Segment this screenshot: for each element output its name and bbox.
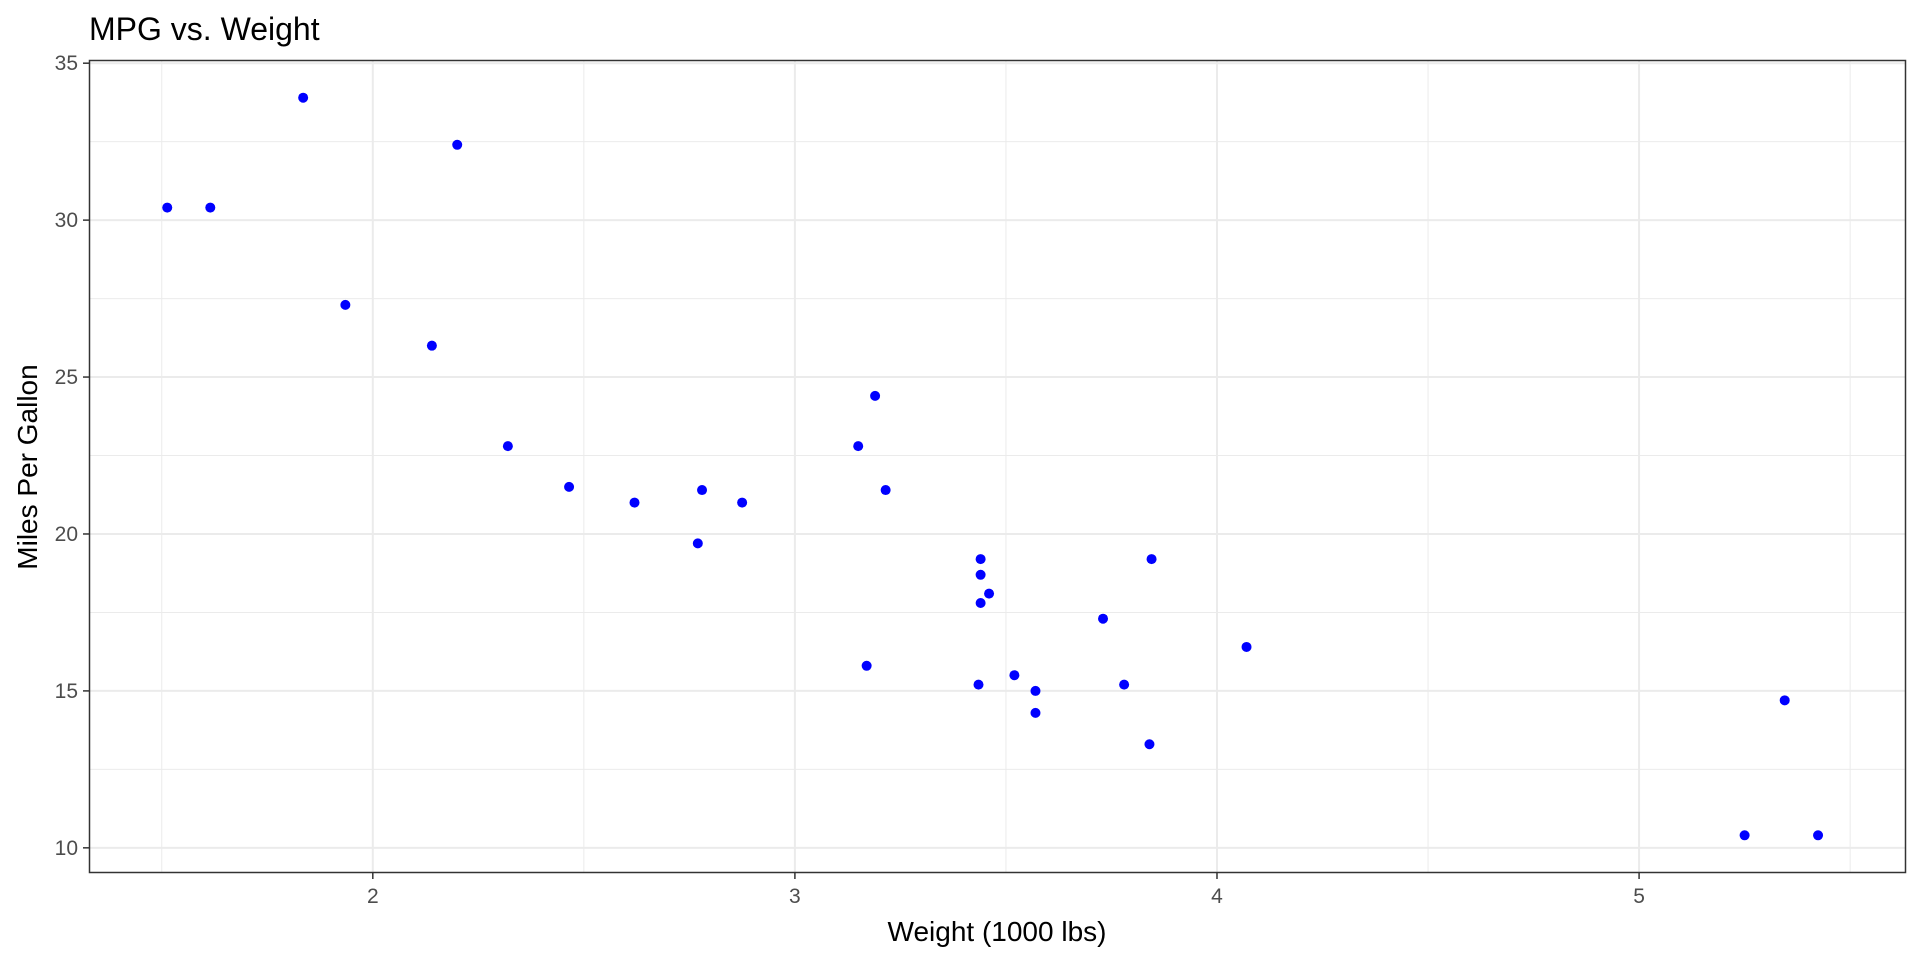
data-point [1009, 670, 1020, 681]
y-tick-label: 20 [55, 523, 78, 546]
data-point [880, 485, 891, 496]
chart-title: MPG vs. Weight [89, 11, 320, 47]
data-point [452, 139, 463, 150]
data-point [870, 390, 881, 401]
data-point [1030, 685, 1041, 696]
x-axis: 2 3 4 5 [367, 872, 1645, 908]
data-point [853, 441, 864, 452]
data-point [426, 340, 437, 351]
data-point [205, 202, 216, 213]
x-tick-label: 4 [1211, 885, 1223, 908]
data-points [162, 92, 1824, 841]
data-point [629, 497, 640, 508]
y-tick-label: 15 [55, 680, 78, 703]
data-point [1098, 613, 1109, 624]
data-point [975, 569, 986, 580]
data-point [1779, 695, 1790, 706]
data-point [1739, 830, 1750, 841]
data-point [564, 481, 575, 492]
data-point [984, 588, 995, 599]
y-tick-label: 35 [55, 52, 78, 75]
data-point [298, 92, 309, 103]
data-point [697, 485, 708, 496]
x-tick-label: 3 [789, 885, 801, 908]
data-point [1241, 641, 1252, 652]
data-point [975, 554, 986, 565]
data-point [340, 299, 351, 310]
data-point [861, 660, 872, 671]
data-point [502, 441, 513, 452]
data-point [692, 538, 703, 549]
x-tick-label: 5 [1633, 885, 1645, 908]
data-point [1144, 739, 1155, 750]
y-axis-title: Miles Per Gallon [12, 364, 43, 569]
plot-panel-border [88, 59, 1907, 874]
minor-gridlines [90, 61, 1905, 872]
x-axis-title: Weight (1000 lbs) [888, 916, 1107, 947]
y-tick-label: 30 [55, 209, 78, 232]
data-point [1813, 830, 1824, 841]
data-point [162, 202, 173, 213]
y-tick-label: 10 [55, 837, 78, 860]
major-gridlines [90, 61, 1905, 872]
data-point [973, 679, 984, 690]
data-point [1030, 707, 1041, 718]
data-point [737, 497, 748, 508]
y-axis: 10 15 20 25 30 35 [55, 52, 90, 860]
y-tick-label: 25 [55, 366, 78, 389]
data-point [1146, 554, 1157, 565]
x-tick-label: 2 [367, 885, 379, 908]
data-point [1119, 679, 1130, 690]
data-point [975, 598, 986, 609]
